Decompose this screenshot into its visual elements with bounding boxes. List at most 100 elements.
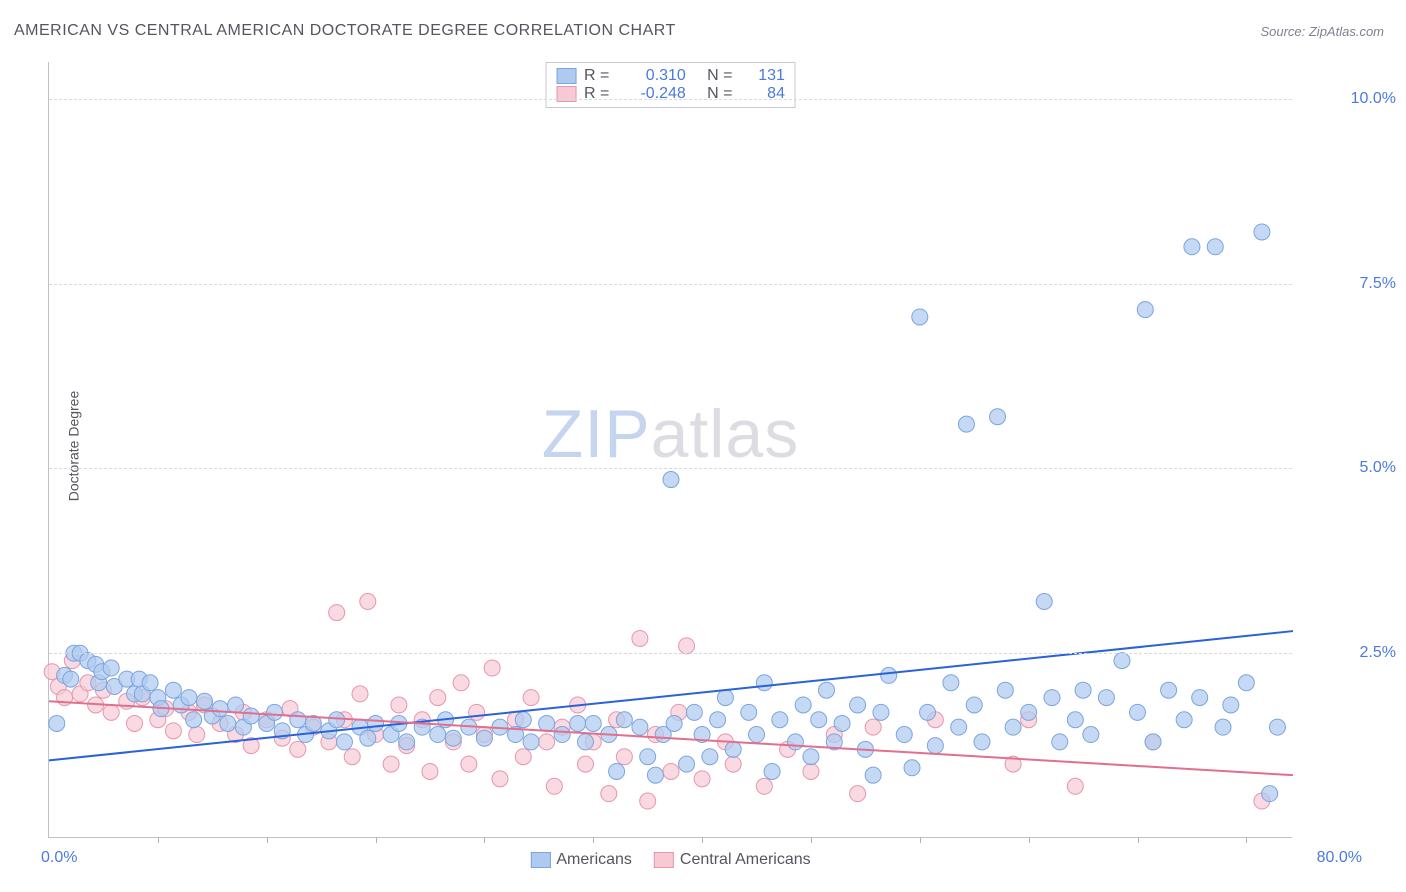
data-point bbox=[103, 660, 119, 676]
data-point bbox=[795, 697, 811, 713]
data-point bbox=[290, 741, 306, 757]
data-point bbox=[422, 763, 438, 779]
gridline bbox=[49, 99, 1292, 100]
data-point bbox=[834, 715, 850, 731]
x-axis-max-label: 80.0% bbox=[1317, 849, 1362, 867]
data-point bbox=[1067, 778, 1083, 794]
x-tick bbox=[593, 837, 594, 843]
data-point bbox=[1083, 727, 1099, 743]
data-point bbox=[1176, 712, 1192, 728]
data-point bbox=[539, 734, 555, 750]
data-point bbox=[717, 690, 733, 706]
data-point bbox=[881, 667, 897, 683]
data-point bbox=[1137, 302, 1153, 318]
data-point bbox=[632, 630, 648, 646]
data-point bbox=[943, 675, 959, 691]
x-tick bbox=[484, 837, 485, 843]
data-point bbox=[492, 771, 508, 787]
data-point bbox=[197, 693, 213, 709]
data-point bbox=[445, 730, 461, 746]
data-point bbox=[352, 686, 368, 702]
x-tick bbox=[702, 837, 703, 843]
data-point bbox=[640, 793, 656, 809]
data-point bbox=[702, 749, 718, 765]
data-point bbox=[803, 763, 819, 779]
data-point bbox=[1067, 712, 1083, 728]
data-point bbox=[430, 690, 446, 706]
x-tick bbox=[267, 837, 268, 843]
data-point bbox=[585, 715, 601, 731]
data-point bbox=[904, 760, 920, 776]
data-point bbox=[663, 763, 679, 779]
y-tick-label: 2.5% bbox=[1306, 644, 1396, 662]
data-point bbox=[127, 715, 143, 731]
data-point bbox=[741, 704, 757, 720]
data-point bbox=[756, 675, 772, 691]
data-point bbox=[772, 712, 788, 728]
data-point bbox=[243, 708, 259, 724]
data-point bbox=[290, 712, 306, 728]
data-point bbox=[1184, 239, 1200, 255]
data-point bbox=[1207, 239, 1223, 255]
data-point bbox=[63, 671, 79, 687]
series-legend-item: Central Americans bbox=[654, 851, 811, 869]
plot-area: ZIPatlas R = 0.310 N = 131R = -0.248 N =… bbox=[48, 62, 1292, 838]
y-tick-label: 5.0% bbox=[1306, 459, 1396, 477]
data-point bbox=[1130, 704, 1146, 720]
series-legend-label: Americans bbox=[556, 851, 632, 869]
data-point bbox=[554, 727, 570, 743]
data-point bbox=[165, 723, 181, 739]
data-point bbox=[865, 719, 881, 735]
data-point bbox=[997, 682, 1013, 698]
data-point bbox=[609, 763, 625, 779]
data-point bbox=[679, 756, 695, 772]
data-point bbox=[811, 712, 827, 728]
data-point bbox=[1145, 734, 1161, 750]
y-tick-label: 10.0% bbox=[1306, 90, 1396, 108]
data-point bbox=[873, 704, 889, 720]
x-tick bbox=[920, 837, 921, 843]
data-point bbox=[1192, 690, 1208, 706]
data-point bbox=[515, 749, 531, 765]
x-tick bbox=[811, 837, 812, 843]
data-point bbox=[819, 682, 835, 698]
data-point bbox=[1269, 719, 1285, 735]
data-point bbox=[710, 712, 726, 728]
data-point bbox=[383, 756, 399, 772]
data-point bbox=[1238, 675, 1254, 691]
data-point bbox=[912, 309, 928, 325]
data-point bbox=[1114, 653, 1130, 669]
data-point bbox=[749, 727, 765, 743]
x-tick bbox=[158, 837, 159, 843]
data-point bbox=[1254, 224, 1270, 240]
data-point bbox=[570, 715, 586, 731]
data-point bbox=[220, 715, 236, 731]
data-point bbox=[336, 734, 352, 750]
data-point bbox=[974, 734, 990, 750]
data-point bbox=[539, 715, 555, 731]
data-point bbox=[764, 763, 780, 779]
scatter-svg bbox=[49, 62, 1292, 837]
data-point bbox=[360, 730, 376, 746]
data-point bbox=[927, 738, 943, 754]
data-point bbox=[990, 409, 1006, 425]
data-point bbox=[329, 605, 345, 621]
data-point bbox=[679, 638, 695, 654]
data-point bbox=[523, 734, 539, 750]
series-legend-label: Central Americans bbox=[680, 851, 811, 869]
data-point bbox=[329, 712, 345, 728]
x-tick bbox=[1138, 837, 1139, 843]
data-point bbox=[1161, 682, 1177, 698]
data-point bbox=[686, 704, 702, 720]
data-point bbox=[344, 749, 360, 765]
data-point bbox=[430, 727, 446, 743]
data-point bbox=[266, 704, 282, 720]
data-point bbox=[666, 715, 682, 731]
data-point bbox=[1098, 690, 1114, 706]
data-point bbox=[1215, 719, 1231, 735]
data-point bbox=[647, 767, 663, 783]
data-point bbox=[212, 701, 228, 717]
data-point bbox=[577, 734, 593, 750]
data-point bbox=[640, 749, 656, 765]
data-point bbox=[484, 660, 500, 676]
